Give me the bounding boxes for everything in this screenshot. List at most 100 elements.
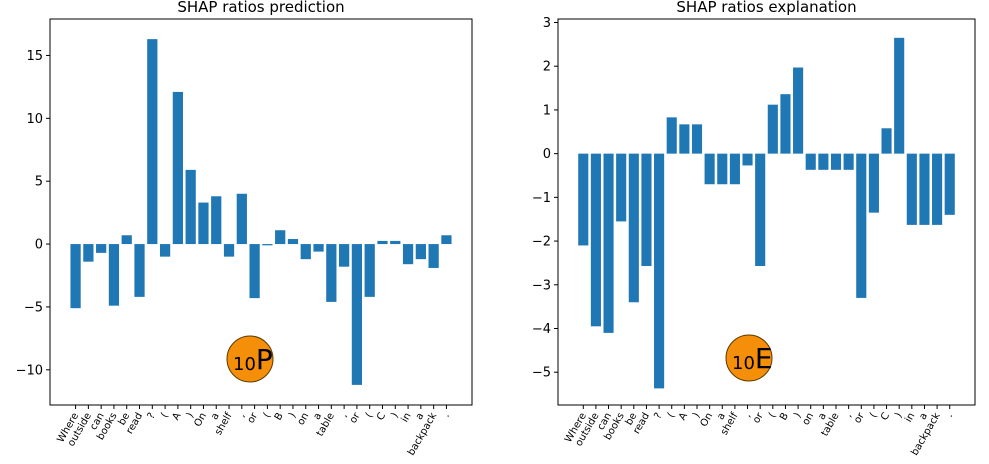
- badge-logo: 10E: [725, 334, 773, 382]
- bar-4-be: [121, 235, 132, 245]
- bar-27-a: [415, 244, 426, 260]
- x-tick-label: in: [903, 411, 917, 424]
- bar-7-(: [666, 117, 677, 154]
- x-tick-label: a: [209, 411, 222, 422]
- x-tick-label: A: [677, 411, 690, 423]
- bar-3-books: [108, 244, 120, 306]
- x-tick-label: ): [691, 411, 703, 420]
- x-tick-label: ): [389, 411, 401, 420]
- x-tick-label: (: [868, 411, 880, 420]
- x-tick-label: on: [296, 411, 312, 427]
- bar-9-): [185, 169, 196, 245]
- x-tick-label: C: [375, 411, 388, 423]
- x-tick-label: B: [273, 411, 286, 423]
- x-tick-label: (: [262, 411, 274, 420]
- bar-25-): [390, 240, 401, 245]
- bar-20-table: [326, 244, 337, 302]
- bar-19-a: [818, 153, 829, 170]
- bar-11-a: [211, 196, 222, 245]
- x-tick-label: or: [246, 410, 261, 425]
- bar-12-shelf: [729, 153, 740, 185]
- x-tick-label: ?: [653, 411, 665, 421]
- x-tick-label: On: [699, 411, 716, 429]
- bar-8-A: [679, 124, 690, 154]
- bar-6-?: [654, 153, 665, 389]
- y-tick-label: 5: [35, 175, 43, 190]
- y-tick-label: 2: [543, 60, 551, 75]
- chart-panel-1: SHAP ratios prediction−10−5051015Whereou…: [16, 0, 473, 458]
- y-tick-label: 0: [35, 238, 43, 253]
- bar-4-be: [628, 153, 639, 303]
- bar-0-Where: [578, 153, 589, 246]
- x-tick-label: or: [348, 410, 363, 425]
- x-tick-label: (: [159, 411, 171, 420]
- bar-24-C: [377, 240, 388, 245]
- x-tick-label: on: [801, 411, 817, 427]
- x-tick-label: B: [778, 411, 791, 423]
- bar-5-read: [641, 153, 652, 266]
- badge-circle: [226, 335, 274, 383]
- badge-letter: P: [256, 343, 273, 376]
- y-tick-label: −5: [532, 366, 551, 381]
- x-tick-label: or: [751, 410, 766, 425]
- bar-13-,: [236, 193, 247, 245]
- x-tick-label: be: [624, 411, 640, 427]
- bar-9-): [691, 124, 703, 154]
- x-tick-label: .: [944, 411, 955, 419]
- chart-title: SHAP ratios prediction: [177, 0, 344, 16]
- plot-frame: [557, 18, 976, 406]
- bar-5-read: [134, 244, 145, 297]
- bar-1-outside: [83, 244, 94, 262]
- bar-18-on: [805, 153, 816, 170]
- x-tick-label: ): [185, 411, 197, 420]
- bar-29-.: [944, 153, 955, 215]
- bar-15-(: [262, 244, 273, 246]
- bar-13-,: [742, 153, 753, 166]
- x-tick-label: (: [364, 411, 376, 420]
- chart-title: SHAP ratios explanation: [676, 0, 856, 16]
- bar-17-): [287, 239, 299, 245]
- bar-25-): [894, 37, 905, 154]
- x-tick-label: be: [117, 411, 133, 427]
- y-tick-label: 3: [543, 16, 551, 31]
- badge-subscript: 10: [233, 354, 256, 375]
- bar-22-or: [351, 244, 363, 385]
- bar-7-(: [159, 244, 171, 257]
- badge-text: 10P: [233, 343, 273, 376]
- bar-19-a: [313, 244, 324, 252]
- x-tick-label: ,: [843, 411, 854, 419]
- bar-28-backpack: [428, 244, 439, 268]
- x-tick-label: A: [171, 411, 184, 423]
- bar-24-C: [881, 128, 892, 154]
- bar-22-or: [856, 153, 867, 298]
- bar-28-backpack: [932, 153, 943, 225]
- bar-29-.: [441, 235, 452, 245]
- x-tick-label: ): [287, 411, 299, 420]
- plot-frame: [49, 18, 473, 406]
- bar-23-(: [868, 153, 879, 213]
- badge-circle: [725, 334, 773, 382]
- bar-6-?: [147, 39, 158, 245]
- bar-17-): [793, 67, 804, 154]
- bar-16-B: [275, 230, 286, 245]
- bar-1-outside: [590, 153, 601, 327]
- x-tick-label: ,: [236, 411, 247, 419]
- x-tick-label: a: [312, 411, 325, 422]
- y-tick-label: 0: [543, 147, 551, 162]
- y-tick-label: −2: [532, 235, 551, 250]
- x-tick-label: a: [917, 411, 930, 422]
- bar-10-On: [198, 202, 209, 245]
- bar-8-A: [172, 91, 183, 245]
- bar-26-in: [402, 244, 414, 265]
- bar-3-books: [616, 153, 627, 222]
- bar-23-(: [364, 244, 375, 297]
- x-tick-label: a: [816, 411, 829, 422]
- x-tick-label: in: [400, 411, 414, 424]
- bar-18-on: [300, 244, 311, 260]
- y-tick-label: −4: [532, 322, 551, 337]
- x-tick-label: ): [893, 411, 905, 420]
- badge-subscript: 10: [732, 353, 755, 374]
- chart-panel-2: SHAP ratios explanation−5−4−3−2−10123Whe…: [532, 0, 976, 458]
- bar-2-can: [603, 153, 614, 333]
